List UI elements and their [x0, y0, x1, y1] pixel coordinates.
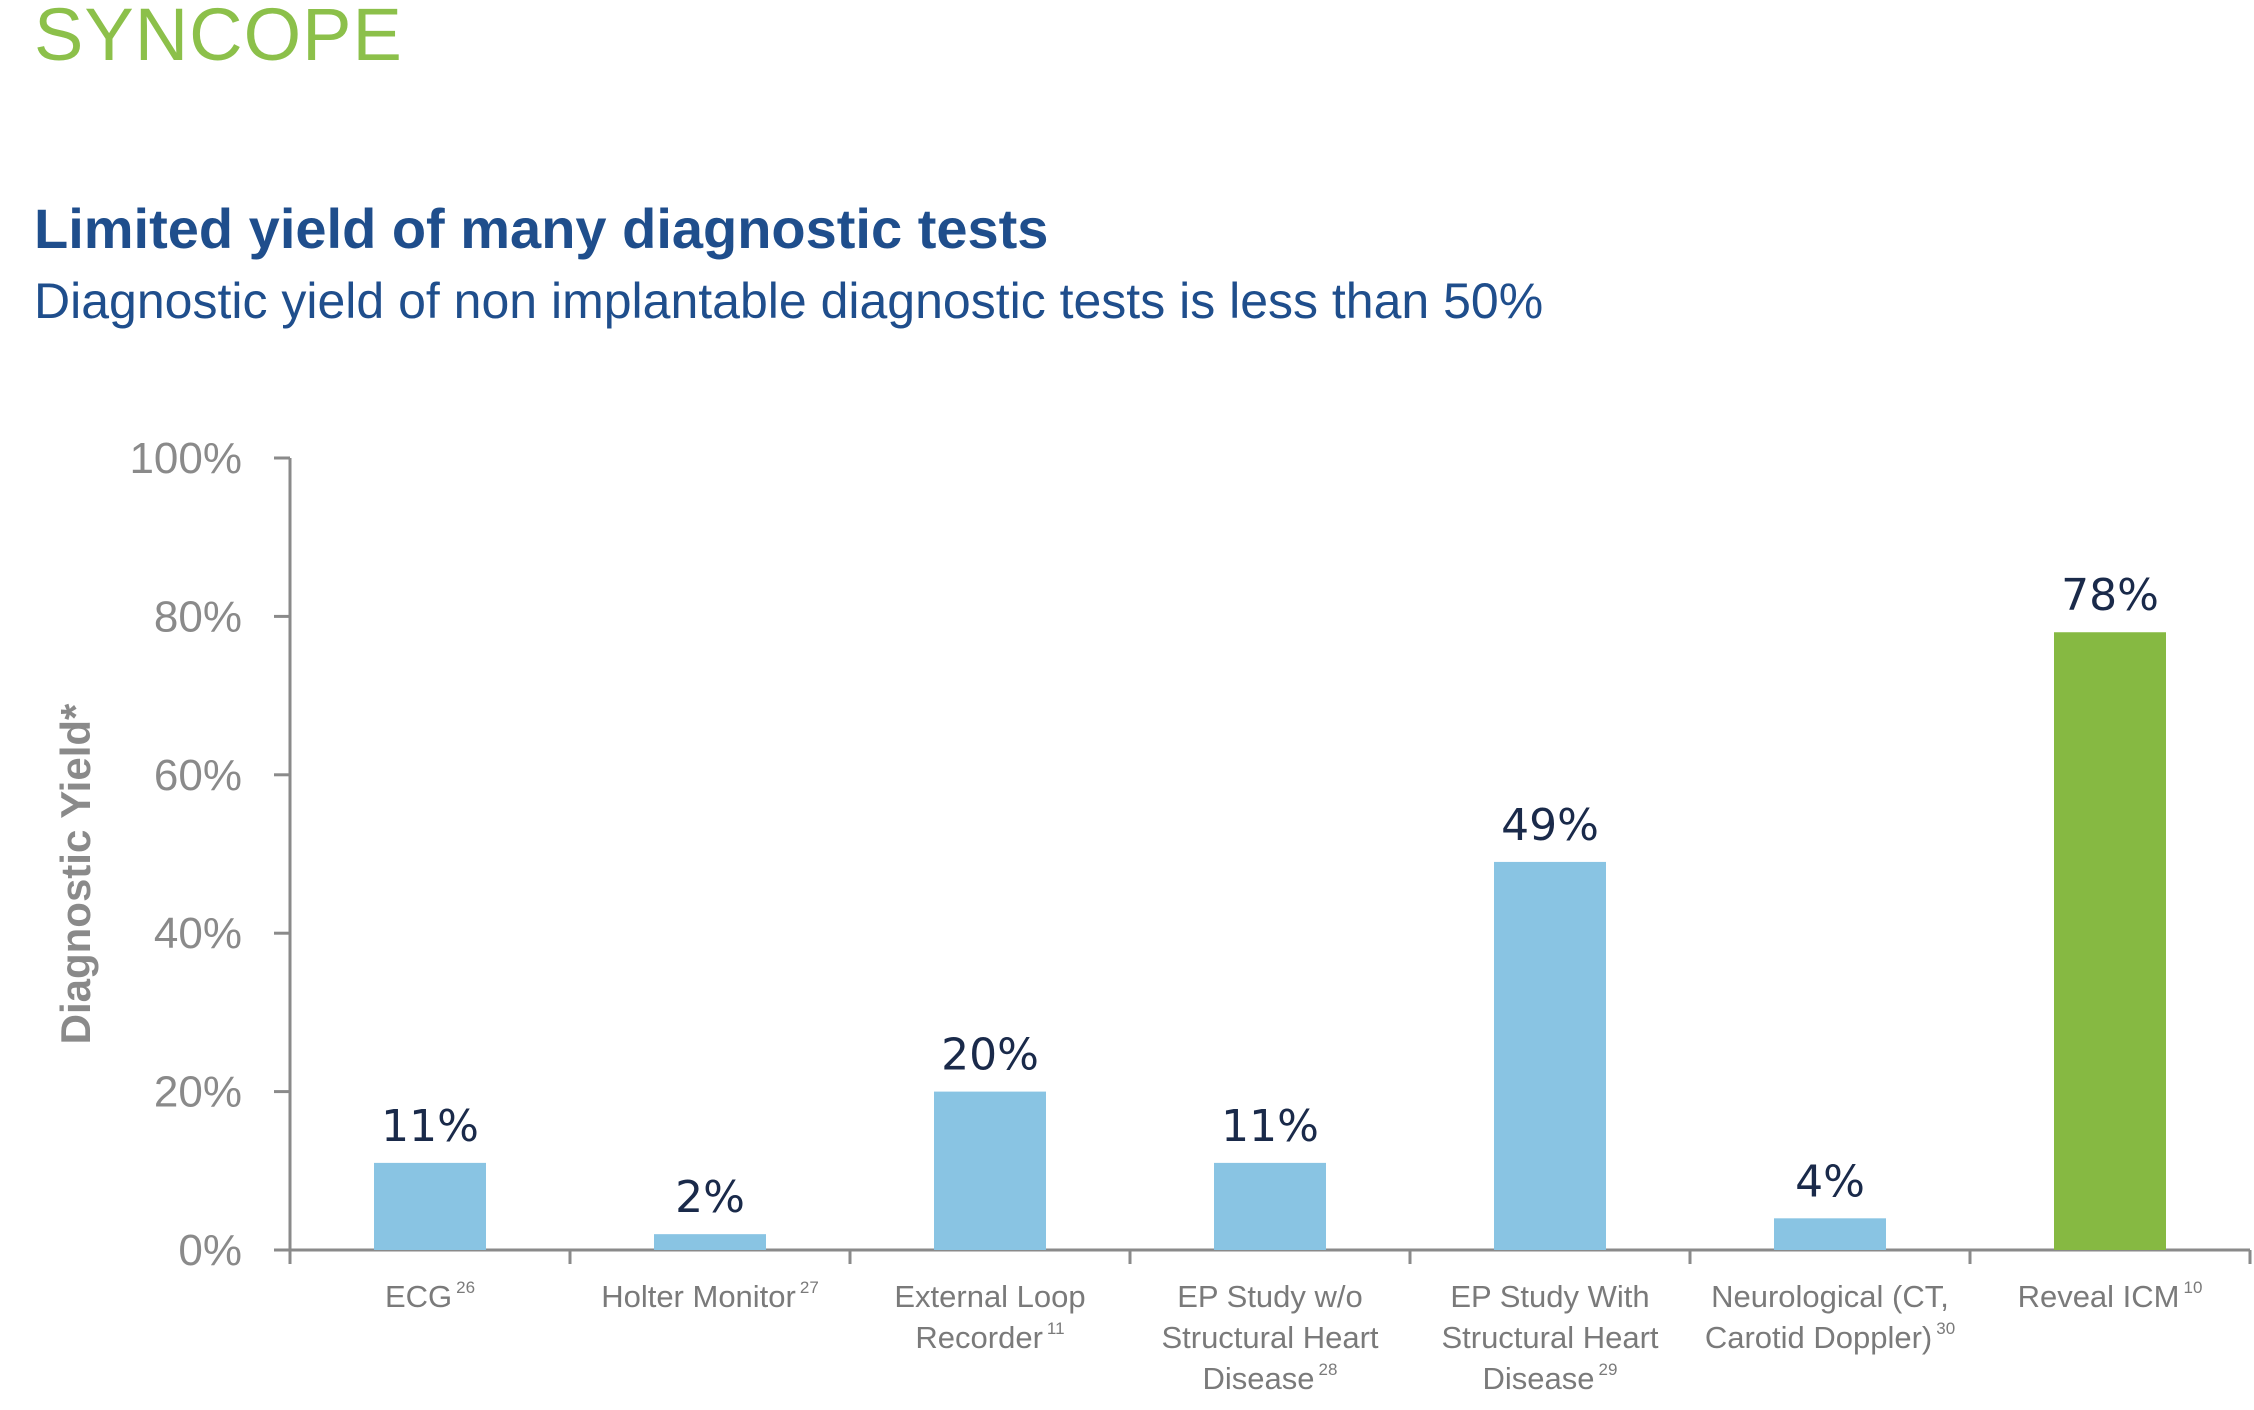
x-category-label: Carotid Doppler) 30: [1705, 1319, 1955, 1355]
y-tick-label: 80%: [154, 592, 242, 641]
chart-headline: Limited yield of many diagnostic tests: [34, 197, 1049, 260]
y-tick-label: 40%: [154, 909, 242, 958]
y-tick-label: 20%: [154, 1068, 242, 1117]
x-category-label: Reveal ICM 10: [2018, 1278, 2203, 1314]
x-category-label: Holter Monitor 27: [601, 1278, 819, 1314]
bar: [1774, 1218, 1886, 1250]
bar: [374, 1162, 486, 1250]
bar-value-label: 4%: [1795, 1156, 1865, 1207]
y-tick-label: 100%: [129, 434, 242, 483]
x-category-label-line: Neurological (CT,: [1711, 1279, 1949, 1314]
x-category-label: Recorder 11: [915, 1319, 1064, 1355]
y-axis-title: Diagnostic Yield*: [52, 703, 99, 1044]
y-tick-label: 60%: [154, 751, 242, 800]
section-title: SYNCOPE: [34, 0, 403, 76]
x-category-label-line: EP Study w/o: [1177, 1279, 1363, 1314]
x-category-label-line: External Loop: [894, 1279, 1085, 1314]
x-category-label-line: Structural Heart: [1441, 1320, 1658, 1355]
bar: [1494, 861, 1606, 1250]
bar-value-label: 11%: [381, 1101, 479, 1152]
bar: [2054, 632, 2166, 1250]
bar-value-label: 2%: [675, 1172, 745, 1223]
bar-value-label: 49%: [1501, 800, 1599, 851]
x-category-label-line: Structural Heart: [1161, 1320, 1378, 1355]
x-category-label: Disease 28: [1203, 1360, 1338, 1396]
chart-subheadline: Diagnostic yield of non implantable diag…: [34, 273, 1544, 329]
bar: [934, 1091, 1046, 1250]
x-category-label-line: EP Study With: [1450, 1279, 1649, 1314]
bar: [1214, 1162, 1326, 1250]
bar-value-label: 78%: [2061, 570, 2159, 621]
y-tick-label: 0%: [178, 1226, 242, 1275]
x-category-label: ECG 26: [385, 1278, 475, 1314]
bar: [654, 1234, 766, 1250]
bar-value-label: 20%: [941, 1030, 1039, 1081]
bar-value-label: 11%: [1221, 1101, 1319, 1152]
x-category-label: Disease 29: [1483, 1360, 1618, 1396]
